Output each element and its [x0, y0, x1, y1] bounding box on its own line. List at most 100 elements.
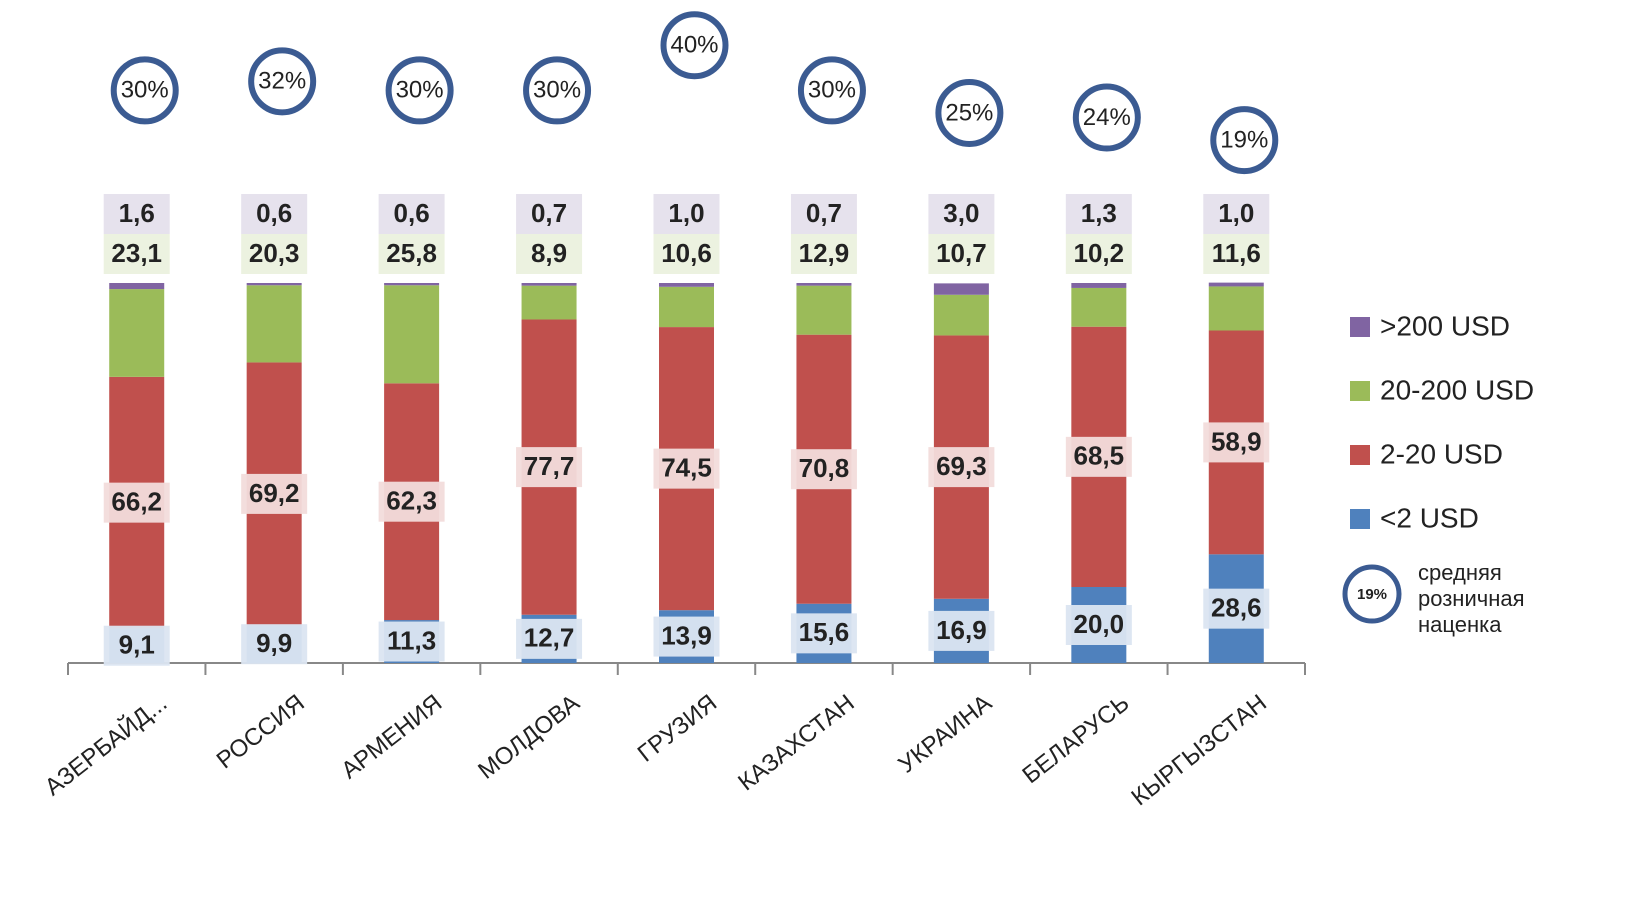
bar-segment: [246, 283, 302, 286]
legend-label: 2-20 USD: [1380, 438, 1503, 469]
data-label-box: [1065, 436, 1132, 477]
markup-label: 24%: [1083, 104, 1131, 131]
data-label-box: [1203, 194, 1270, 234]
data-label: 12,9: [799, 238, 850, 268]
markup-circle: [385, 56, 454, 125]
data-label-box: [516, 194, 583, 234]
legend-markup-circle: [1342, 564, 1402, 624]
bar-segment: [384, 285, 440, 384]
data-label-box: [516, 234, 583, 274]
data-label: 0,7: [806, 198, 842, 228]
markup-label: 19%: [1220, 126, 1268, 153]
data-label: 10,2: [1074, 238, 1125, 268]
markup-circle: [797, 56, 866, 125]
markup-circle: [248, 47, 317, 116]
data-label: 13,9: [661, 620, 712, 650]
data-label-box: [103, 482, 170, 523]
markup-circle: [660, 11, 729, 80]
legend-swatch: [1350, 509, 1370, 529]
data-label-box: [103, 194, 170, 234]
markup-circle: [523, 56, 592, 125]
x-tick-label: КЫРГЫЗСТАН: [1126, 689, 1271, 811]
data-label-box: [378, 481, 445, 522]
data-label: 77,7: [524, 451, 575, 481]
data-label-box: [790, 194, 857, 234]
markup-circle: [110, 56, 179, 125]
bar-segment: [1208, 286, 1264, 331]
data-label-box: [653, 234, 720, 274]
data-label: 11,3: [387, 625, 436, 655]
bar-segment: [521, 283, 577, 286]
markup-label: 30%: [808, 77, 856, 104]
markup-label: 32%: [258, 68, 306, 95]
bar-segment: [521, 285, 577, 320]
data-label-box: [241, 194, 308, 234]
data-label-box: [241, 234, 308, 274]
data-label-box: [516, 447, 583, 488]
data-label-box: [103, 234, 170, 274]
bar-segment: [109, 283, 165, 290]
data-label-box: [1065, 234, 1132, 274]
data-label: 70,8: [799, 453, 850, 483]
data-label: 23,1: [111, 238, 162, 268]
data-label-box: [1203, 422, 1270, 463]
x-tick-label: МОЛДОВА: [473, 689, 584, 784]
x-tick-label: ГРУЗИЯ: [633, 689, 722, 767]
data-label-box: [516, 618, 583, 659]
data-label-box: [1203, 588, 1270, 629]
data-label: 10,6: [661, 238, 712, 268]
data-label-box: [378, 194, 445, 234]
data-label: 69,2: [249, 478, 300, 508]
data-label: 0,6: [394, 198, 430, 228]
data-label: 69,3: [936, 451, 987, 481]
data-label: 9,9: [256, 628, 292, 658]
bar-segment: [1208, 282, 1264, 287]
data-label: 11,6: [1212, 238, 1261, 268]
bar-segment: [246, 285, 302, 363]
data-label-box: [241, 473, 308, 514]
data-label-box: [790, 449, 857, 490]
bar-segment: [933, 283, 989, 295]
markup-circle: [1072, 83, 1141, 152]
data-label: 3,0: [943, 198, 979, 228]
data-label: 0,6: [256, 198, 292, 228]
data-label-box: [928, 610, 995, 651]
legend-swatch: [1350, 381, 1370, 401]
data-label-box: [1203, 234, 1270, 274]
bar-segment: [384, 283, 440, 286]
data-label: 28,6: [1211, 593, 1262, 623]
data-label-box: [378, 234, 445, 274]
data-label: 20,3: [249, 238, 300, 268]
data-label: 58,9: [1211, 426, 1262, 456]
legend-swatch: [1350, 445, 1370, 465]
x-tick-label: КАЗАХСТАН: [733, 689, 859, 796]
x-tick-label: БЕЛАРУСЬ: [1017, 689, 1134, 789]
bar-segment: [1071, 283, 1127, 288]
data-label: 25,8: [386, 238, 437, 268]
bar-segment: [659, 286, 714, 328]
markup-label: 30%: [396, 77, 444, 104]
markup-label: 40%: [670, 32, 718, 59]
data-label: 9,1: [119, 630, 155, 660]
data-label-box: [928, 447, 995, 488]
data-label-box: [790, 234, 857, 274]
data-label: 10,7: [936, 238, 987, 268]
markup-circle: [935, 79, 1004, 147]
data-label-box: [378, 621, 445, 662]
data-label-box: [103, 625, 170, 666]
data-label: 15,6: [799, 617, 850, 647]
legend-label: >200 USD: [1380, 310, 1510, 341]
data-label: 66,2: [111, 487, 162, 517]
bar-segment: [1071, 287, 1127, 327]
markup-label: 25%: [945, 99, 993, 126]
data-label-box: [928, 234, 995, 274]
markup-label: 30%: [533, 77, 581, 104]
data-label: 0,7: [531, 198, 567, 228]
x-tick-label: АРМЕНИЯ: [336, 689, 447, 784]
data-label: 1,3: [1081, 198, 1117, 228]
data-label: 8,9: [531, 238, 567, 268]
x-tick-label: АЗЕРБАЙД...: [39, 689, 172, 802]
data-label: 20,0: [1074, 609, 1125, 639]
data-label-box: [928, 194, 995, 234]
data-label: 1,0: [668, 198, 704, 228]
